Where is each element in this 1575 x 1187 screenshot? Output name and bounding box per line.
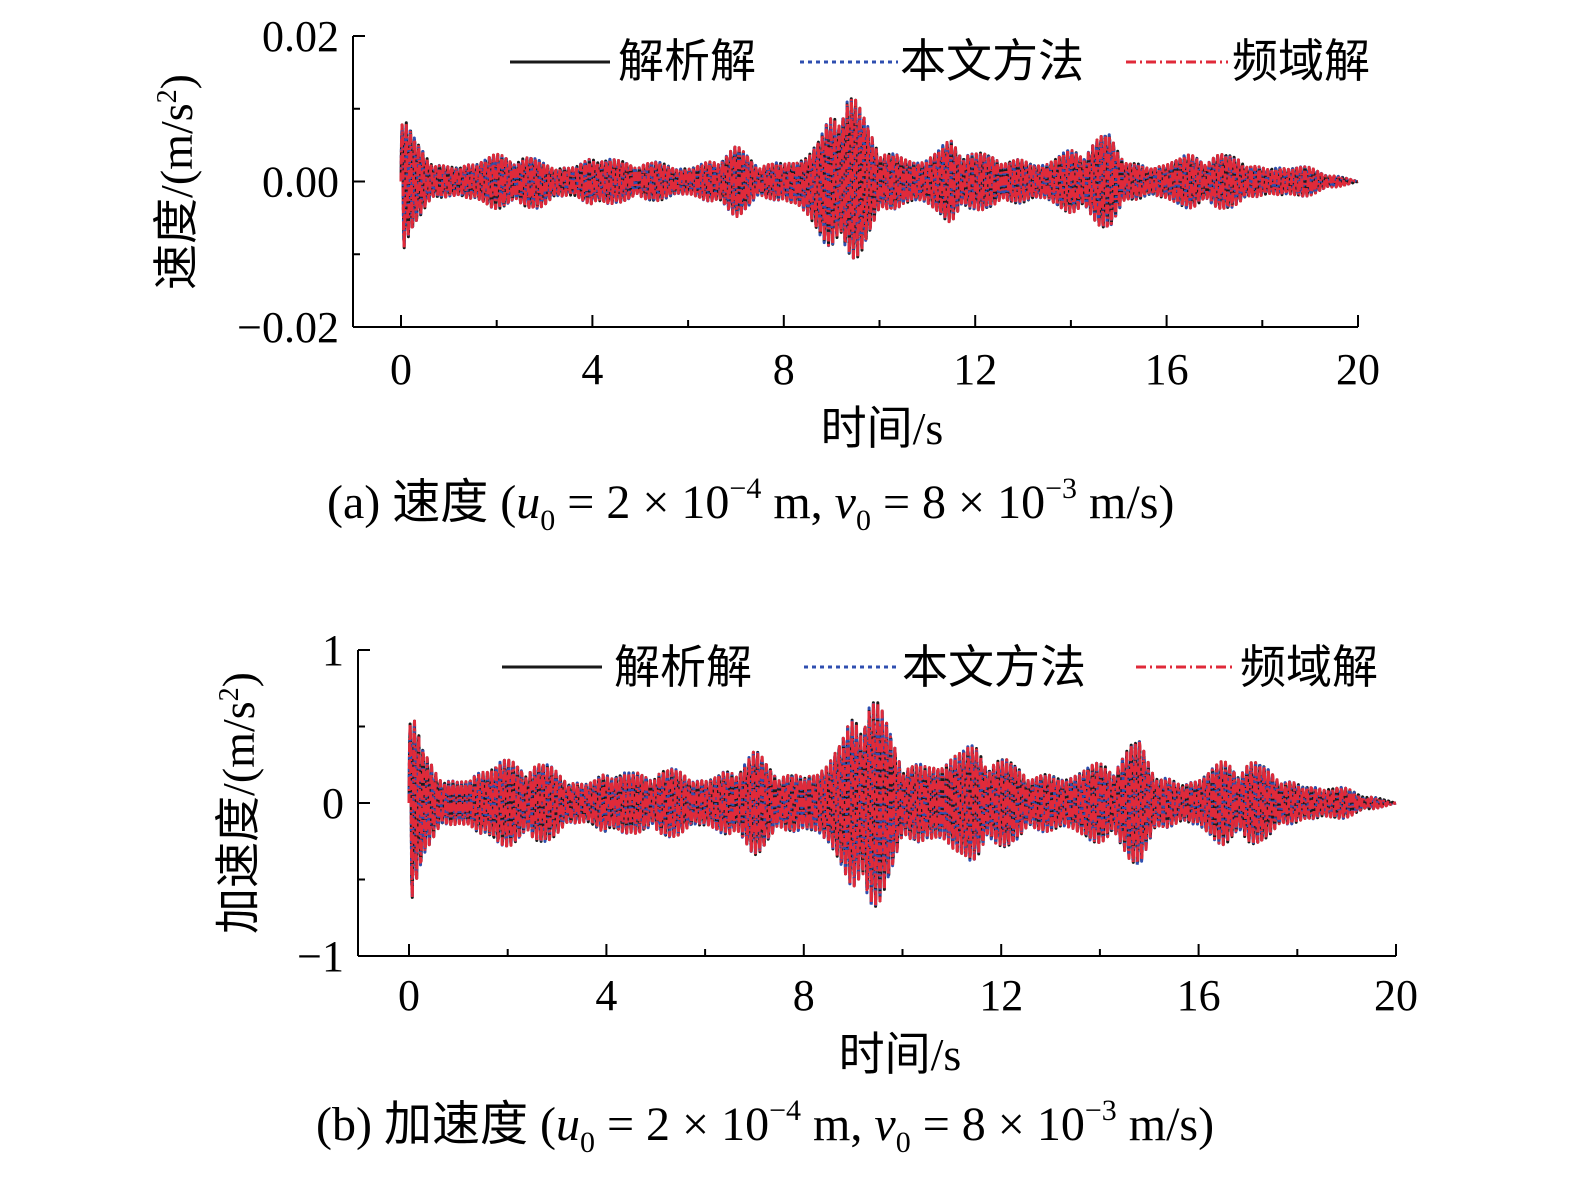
y-tick-label: −1 [297, 932, 344, 981]
y-axis-title-sup: 2 [152, 89, 183, 103]
y-axis-title: 速度/(m/s2) [151, 74, 202, 290]
caption-b-exp1: −4 [769, 1094, 801, 1127]
caption-a-v-sub: 0 [856, 504, 871, 537]
legend: 解析解 本文方法 频域解 [510, 36, 1370, 87]
caption-b-mid3: = 8 × 10 [911, 1098, 1085, 1151]
y-axis-title: 加速度/(m/s2) [213, 672, 264, 934]
x-tick-label: 20 [1336, 345, 1380, 394]
caption-a-v: v [835, 476, 857, 529]
chart-panel-acceleration: 0 4 8 12 16 20 10−1 加速度/(m/s2) 时间/s 解析解 本文方法 … [213, 626, 1418, 1159]
x-tick-label: 8 [773, 345, 795, 394]
caption-a-end: m/s) [1077, 476, 1174, 529]
y-tick-label: 0.02 [262, 12, 339, 61]
figure-caption-b: (b) 加速度 (u0 = 2 × 10−4 m, v0 = 8 × 10−3 … [316, 1094, 1214, 1159]
y-axis-title-sup: 2 [214, 687, 245, 701]
x-tick-label: 0 [398, 971, 420, 1020]
series-frequency-line [407, 701, 1397, 908]
legend-label-frequency: 频域解 [1240, 642, 1378, 693]
caption-b-main: (b) 加速度 ( [316, 1098, 556, 1151]
caption-a-mid3: = 8 × 10 [871, 476, 1045, 529]
legend-label-proposed: 本文方法 [900, 36, 1084, 87]
x-tick-label: 4 [581, 345, 603, 394]
y-tick-label: −0.02 [237, 303, 339, 352]
y-axis-title-main: 加速度/(m/s [213, 701, 264, 934]
x-tick-label: 16 [1177, 971, 1221, 1020]
x-axis-title: 时间/s [821, 403, 944, 454]
legend-label-analytical: 解析解 [614, 642, 752, 693]
caption-b-u: u [556, 1098, 580, 1151]
plot-series-group [407, 700, 1397, 908]
y-axis-title-main: 速度/(m/s [151, 103, 202, 290]
y-ticks: 1 0 −1 [297, 626, 370, 981]
series-frequency-line [399, 97, 1359, 260]
caption-b-u-sub: 0 [580, 1126, 595, 1159]
y-ticks: 0.02 0.00 −0.02 [237, 12, 365, 352]
y-tick-label: 1 [322, 626, 344, 675]
y-axis-title-end: ) [213, 672, 264, 687]
x-tick-label: 12 [979, 971, 1023, 1020]
x-axis-title: 时间/s [839, 1029, 962, 1080]
plot-series-group [399, 96, 1359, 260]
x-tick-label: 20 [1374, 971, 1418, 1020]
caption-a-exp2: −3 [1045, 472, 1077, 505]
caption-a-mid1: = 2 × 10 [555, 476, 729, 529]
x-tick-label: 0 [390, 345, 412, 394]
figure-caption-a: (a) 速度 (u0 = 2 × 10−4 m, v0 = 8 × 10−3 m… [327, 472, 1174, 537]
x-tick-label: 16 [1145, 345, 1189, 394]
legend-label-frequency: 频域解 [1232, 36, 1370, 87]
legend-label-analytical: 解析解 [618, 36, 756, 87]
caption-a-exp1: −4 [729, 472, 761, 505]
x-ticks: 0 4 8 12 16 20 [390, 315, 1380, 394]
chart-panel-velocity: 0 4 8 12 16 20 0.020.00−0.02 速度/(m/s2) 时间/s 解… [151, 12, 1380, 537]
y-axis-title-end: ) [151, 74, 202, 89]
caption-a-u-sub: 0 [540, 504, 555, 537]
caption-b-end: m/s) [1117, 1098, 1214, 1151]
caption-a-u: u [516, 476, 540, 529]
x-ticks: 0 4 8 12 16 20 [398, 944, 1418, 1020]
y-tick-label: 0 [322, 779, 344, 828]
caption-a-main: (a) 速度 ( [327, 476, 516, 529]
caption-b-v-sub: 0 [896, 1126, 911, 1159]
caption-b-mid1: = 2 × 10 [595, 1098, 769, 1151]
caption-b-v: v [874, 1098, 896, 1151]
legend-label-proposed: 本文方法 [902, 642, 1086, 693]
x-tick-label: 4 [595, 971, 617, 1020]
y-tick-label: 0.00 [262, 158, 339, 207]
x-tick-label: 12 [953, 345, 997, 394]
legend: 解析解 本文方法 频域解 [502, 642, 1378, 693]
caption-b-exp2: −3 [1085, 1094, 1117, 1127]
caption-a-mid2: m, [761, 476, 834, 529]
x-tick-label: 8 [793, 971, 815, 1020]
caption-b-mid2: m, [801, 1098, 874, 1151]
